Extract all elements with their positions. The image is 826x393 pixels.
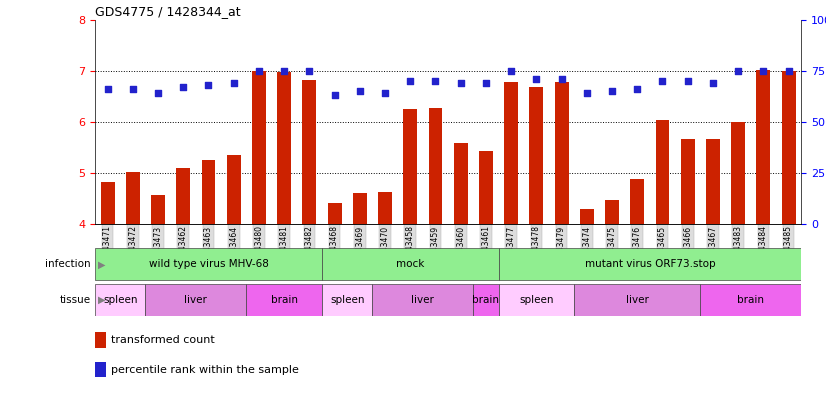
Bar [252, 71, 266, 224]
Bar [700, 284, 801, 316]
Text: brain: brain [472, 295, 500, 305]
Point [354, 88, 367, 94]
Point [378, 90, 392, 96]
Bar [353, 193, 367, 224]
Bar [302, 80, 316, 224]
Bar [95, 362, 106, 378]
Point [151, 90, 164, 96]
Bar [145, 284, 246, 316]
Bar [328, 202, 341, 224]
Bar [580, 209, 594, 224]
Bar [605, 200, 619, 224]
Point [757, 68, 770, 74]
Bar [126, 172, 140, 224]
Bar [681, 139, 695, 224]
Bar [278, 72, 291, 224]
Point [278, 68, 291, 74]
Text: spleen: spleen [519, 295, 553, 305]
Text: mock: mock [396, 259, 425, 269]
Point [605, 88, 619, 94]
Bar [101, 182, 115, 224]
Bar [781, 71, 795, 224]
Text: percentile rank within the sample: percentile rank within the sample [111, 365, 298, 375]
Bar [499, 248, 801, 280]
Text: wild type virus MHV-68: wild type virus MHV-68 [149, 259, 268, 269]
Point [429, 78, 442, 84]
Bar [378, 192, 392, 224]
Bar [473, 284, 499, 316]
Point [681, 78, 695, 84]
Text: transformed count: transformed count [111, 335, 214, 345]
Bar [176, 168, 190, 224]
Bar [246, 284, 322, 316]
Point [479, 80, 492, 86]
Text: tissue: tissue [59, 295, 91, 305]
Point [404, 78, 417, 84]
Bar [529, 87, 544, 224]
Point [252, 68, 265, 74]
Bar [373, 284, 473, 316]
Bar [574, 284, 700, 316]
Text: brain: brain [738, 295, 764, 305]
Bar [95, 332, 106, 348]
Point [328, 92, 341, 98]
Text: spleen: spleen [103, 295, 137, 305]
Bar [731, 122, 745, 224]
Text: liver: liver [411, 295, 434, 305]
Point [101, 86, 114, 92]
Point [529, 76, 543, 82]
Bar [630, 179, 644, 224]
Point [706, 80, 719, 86]
Bar [453, 143, 468, 224]
Point [580, 90, 593, 96]
Point [656, 78, 669, 84]
Point [782, 68, 795, 74]
Bar [757, 70, 771, 224]
Point [631, 86, 644, 92]
Bar [706, 139, 720, 224]
Bar [504, 83, 518, 224]
Text: infection: infection [45, 259, 91, 269]
Bar [499, 284, 574, 316]
Text: liver: liver [184, 295, 207, 305]
Point [126, 86, 140, 92]
Point [177, 84, 190, 90]
Bar [656, 120, 669, 224]
Bar [202, 160, 216, 224]
Text: liver: liver [626, 295, 648, 305]
Text: GDS4775 / 1428344_at: GDS4775 / 1428344_at [95, 6, 240, 18]
Point [555, 76, 568, 82]
Text: brain: brain [271, 295, 297, 305]
Point [454, 80, 468, 86]
Bar [95, 248, 322, 280]
Text: spleen: spleen [330, 295, 364, 305]
Point [732, 68, 745, 74]
Bar [479, 151, 493, 224]
Text: mutant virus ORF73.stop: mutant virus ORF73.stop [585, 259, 715, 269]
Bar [95, 284, 145, 316]
Bar [227, 155, 240, 224]
Bar [429, 108, 443, 224]
Point [202, 82, 215, 88]
Bar [322, 284, 373, 316]
Text: ▶: ▶ [98, 295, 106, 305]
Bar [322, 248, 499, 280]
Bar [555, 82, 568, 224]
Text: ▶: ▶ [98, 259, 106, 269]
Point [303, 68, 316, 74]
Point [505, 68, 518, 74]
Bar [151, 195, 165, 224]
Point [227, 80, 240, 86]
Bar [403, 109, 417, 224]
